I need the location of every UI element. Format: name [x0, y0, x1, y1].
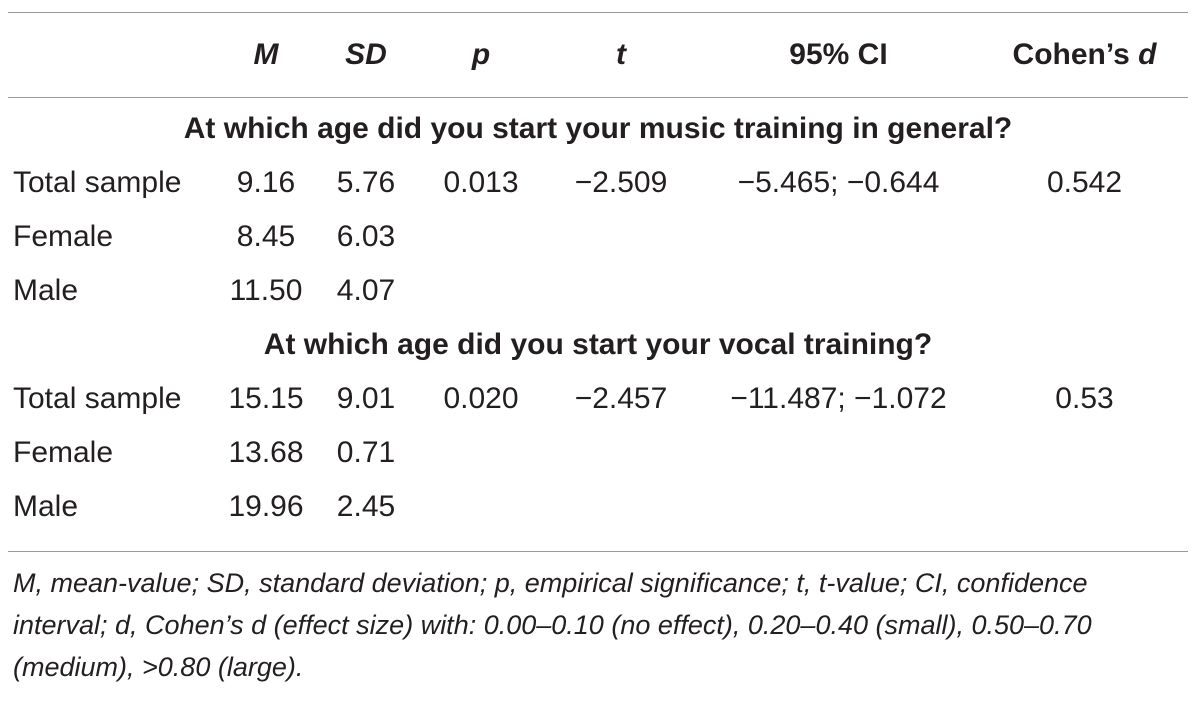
table-header-rule — [8, 97, 1188, 98]
row-label: Total sample — [13, 166, 182, 199]
cell-d — [981, 480, 1188, 534]
table-row: Total sample 15.15 9.01 0.020 −2.457 −11… — [8, 372, 1188, 426]
cell-ci: −11.487; −1.072 — [730, 382, 947, 415]
cell-p: 0.020 — [443, 382, 519, 415]
header-m: M — [253, 38, 279, 71]
row-label: Male — [13, 490, 79, 523]
header-cohens-d-prefix: Cohen’s — [1012, 38, 1139, 71]
cell-d — [981, 426, 1188, 480]
cell-ci — [696, 210, 981, 264]
header-t: t — [616, 38, 626, 71]
table-top-rule — [8, 12, 1188, 13]
cell-ci — [696, 426, 981, 480]
table-row: Male 11.50 4.07 — [8, 264, 1188, 318]
cell-t: −2.509 — [574, 166, 668, 199]
cell-sd: 2.45 — [336, 490, 396, 523]
cell-m: 9.16 — [236, 166, 296, 199]
table-row: Female 8.45 6.03 — [8, 210, 1188, 264]
table-row: Total sample 9.16 5.76 0.013 −2.509 −5.4… — [8, 156, 1188, 210]
cell-ci — [696, 480, 981, 534]
table-footnote: M, mean-value; SD, standard deviation; p… — [13, 568, 1092, 682]
cell-d — [981, 210, 1188, 264]
row-label: Female — [13, 220, 114, 253]
section-title-row: At which age did you start your vocal tr… — [8, 318, 1188, 372]
header-ci: 95% CI — [789, 38, 888, 71]
cell-sd: 0.71 — [336, 436, 396, 469]
header-row: M SD p t 95% CI Cohen’s d — [8, 14, 1188, 96]
cell-p: 0.013 — [443, 166, 519, 199]
section-title-row: At which age did you start your music tr… — [8, 102, 1188, 156]
header-p: p — [471, 38, 491, 71]
header-cohens-d: Cohen’s d — [981, 14, 1188, 96]
header-label-cell — [8, 14, 216, 96]
row-label: Female — [13, 436, 114, 469]
cell-m: 11.50 — [229, 274, 303, 307]
cell-p — [416, 426, 546, 480]
cell-t — [546, 264, 696, 318]
cell-ci: −5.465; −0.644 — [737, 166, 940, 199]
cell-ci — [696, 264, 981, 318]
cell-p — [416, 480, 546, 534]
cell-d: 0.53 — [1055, 382, 1114, 415]
cell-sd: 6.03 — [336, 220, 396, 253]
cell-p — [416, 210, 546, 264]
table-row: Female 13.68 0.71 — [8, 426, 1188, 480]
cell-t: −2.457 — [574, 382, 668, 415]
cell-t — [546, 480, 696, 534]
cell-sd: 5.76 — [336, 166, 396, 199]
cell-m: 19.96 — [228, 490, 304, 523]
cell-d: 0.542 — [1046, 166, 1123, 199]
header-sd: SD — [345, 38, 387, 71]
cell-p — [416, 264, 546, 318]
cell-d — [981, 264, 1188, 318]
table-row: Male 19.96 2.45 — [8, 480, 1188, 534]
section-title: At which age did you start your music tr… — [183, 112, 1013, 145]
cell-m: 15.15 — [228, 382, 304, 415]
row-label: Total sample — [13, 382, 182, 415]
cell-sd: 4.07 — [336, 274, 396, 307]
cell-sd: 9.01 — [336, 382, 396, 415]
row-label: Male — [13, 274, 79, 307]
cell-t — [546, 426, 696, 480]
statistics-table: M SD p t 95% CI Cohen’s d At which age d… — [8, 14, 1188, 534]
table-bottom-rule — [8, 551, 1188, 552]
section-title: At which age did you start your vocal tr… — [263, 328, 933, 361]
cell-m: 8.45 — [236, 220, 296, 253]
cell-m: 13.68 — [228, 436, 304, 469]
cell-t — [546, 210, 696, 264]
header-cohens-d-var: d — [1138, 38, 1157, 71]
